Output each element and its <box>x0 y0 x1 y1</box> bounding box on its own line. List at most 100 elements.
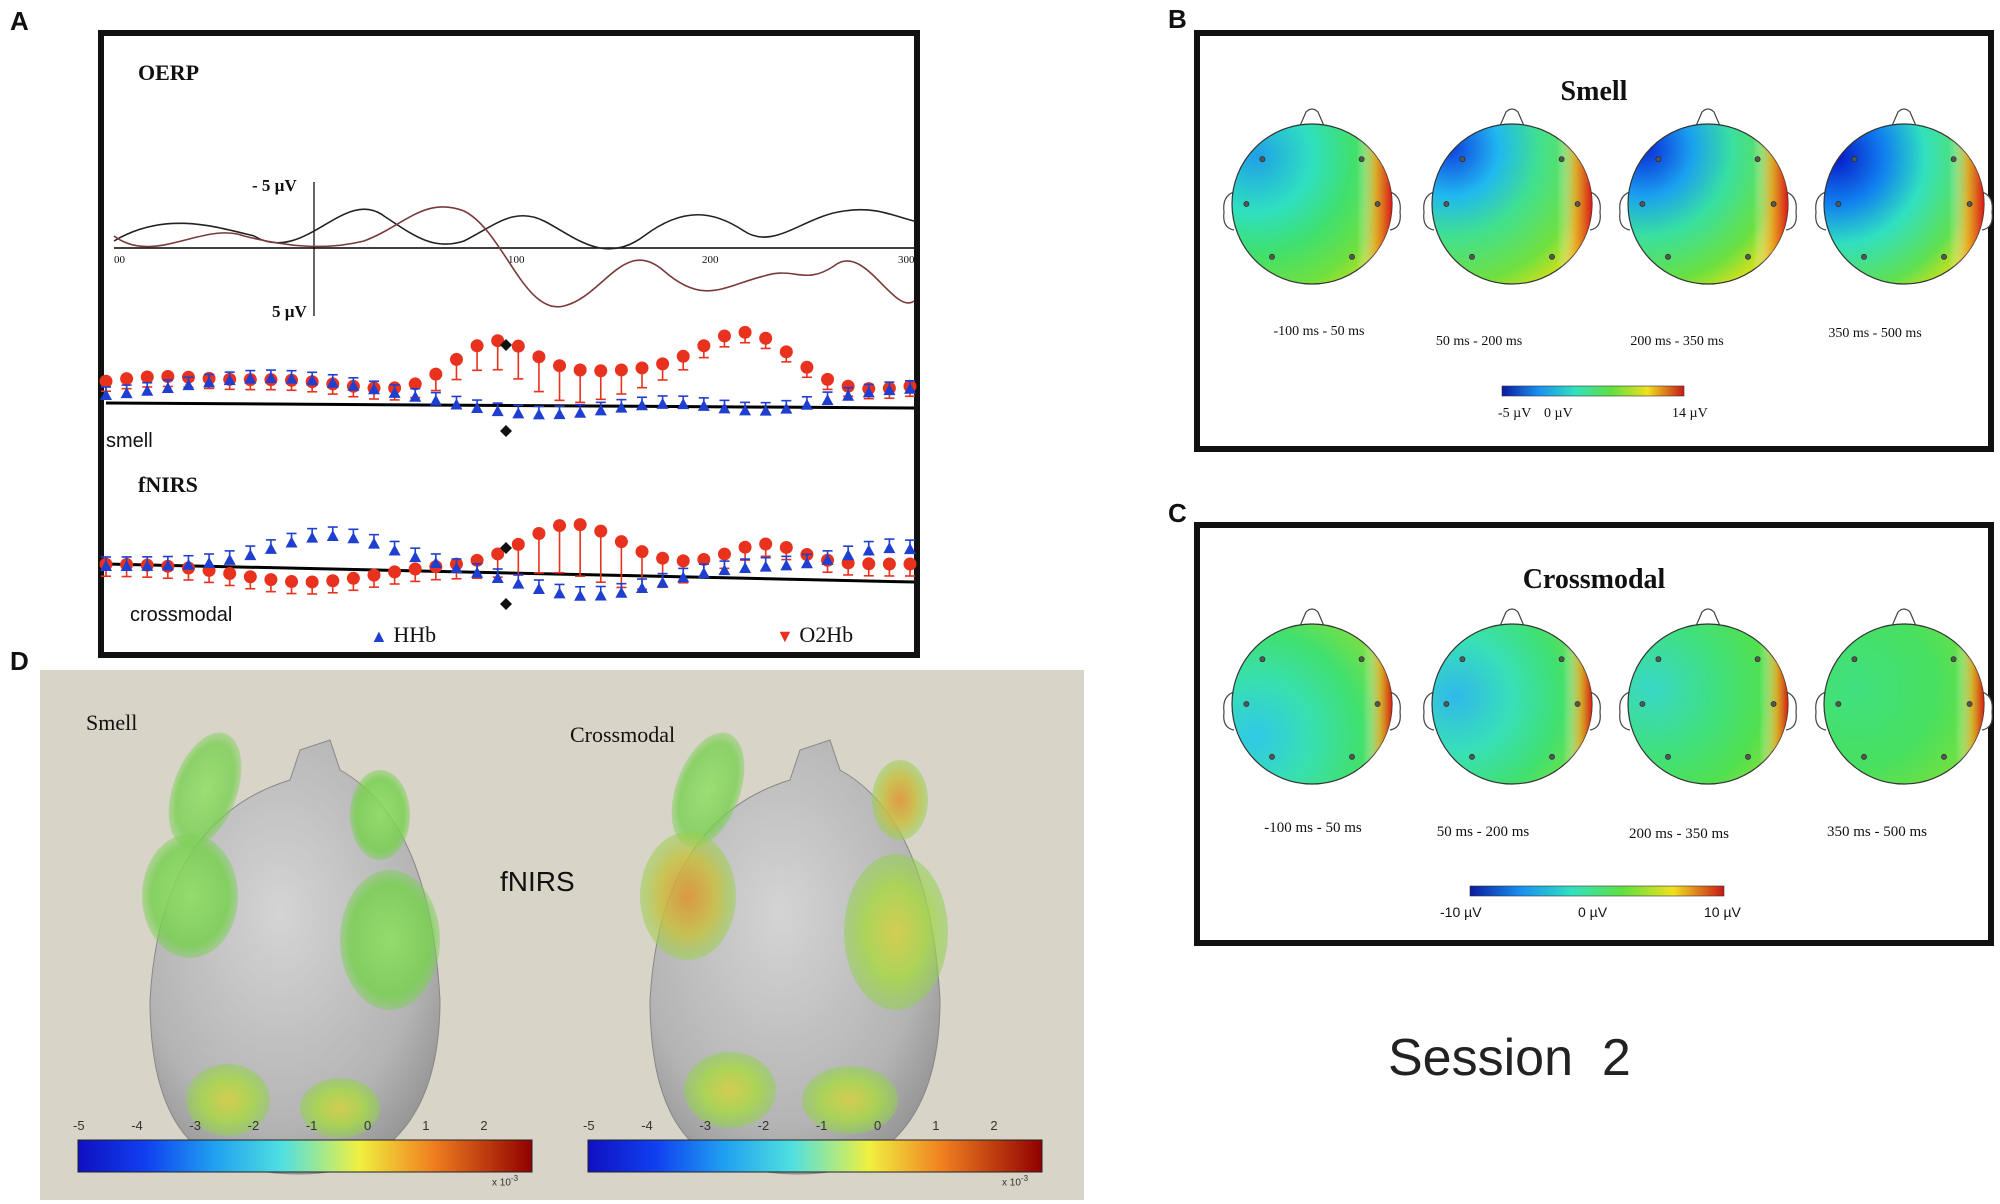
smell-hhb-marker <box>306 374 319 386</box>
panel-d-scale-tick: -3 <box>189 1118 201 1133</box>
panel-b-time-window: -100 ms - 50 ms <box>1273 324 1365 339</box>
crossmodal-o2hb-marker <box>388 565 402 579</box>
crossmodal-hhb-marker <box>285 536 298 548</box>
crossmodal-o2hb-marker <box>738 540 752 554</box>
smell-nose <box>1299 108 1325 127</box>
panel-d-brains <box>77 732 1043 1175</box>
oerp-trace-smell <box>113 208 915 250</box>
crossmodal-hhb-marker <box>594 589 607 601</box>
crossmodal-electrode <box>1269 753 1275 760</box>
panel-d-scale-tick: 2 <box>480 1118 488 1133</box>
panel-b-time-window: 200 ms - 350 ms <box>1630 334 1724 349</box>
crossmodal-ear <box>1815 691 1827 731</box>
panel-c-title: Crossmodal <box>1522 564 1666 595</box>
smell-ear <box>1389 191 1401 231</box>
crossmodal-hhb-marker <box>883 542 896 554</box>
crossmodal-electrode <box>1851 656 1858 663</box>
panel-d-scale-tick: -5 <box>73 1118 85 1133</box>
smell-activation-blob <box>186 1064 270 1136</box>
panel-d-label-smell: Smell <box>86 710 138 735</box>
crossmodal-o2hb-marker <box>882 557 896 571</box>
panel-b-color-scale <box>1501 385 1685 397</box>
panel-d-scale-multiplier-left: x 10-3 <box>492 1174 518 1188</box>
smell-o2hb-marker <box>717 329 731 343</box>
smell-topomap <box>1815 108 1993 285</box>
crossmodal-hhb-marker <box>574 589 587 601</box>
crossmodal-hhb-marker <box>368 537 380 549</box>
smell-hhb-marker <box>326 376 339 388</box>
panel-d-scale-tick: -1 <box>305 1118 318 1133</box>
panel-d-scale-tick: -3 <box>699 1118 711 1133</box>
crossmodal-hhb-marker <box>100 559 112 571</box>
smell-hhb-marker <box>285 372 298 384</box>
crossmodal-ear <box>1423 691 1435 731</box>
crossmodal-hhb-marker <box>306 531 319 543</box>
brain-smell <box>142 732 441 1175</box>
crossmodal-o2hb-marker <box>305 575 319 589</box>
smell-o2hb-marker <box>821 372 835 386</box>
crossmodal-o2hb-marker <box>779 540 793 554</box>
smell-electrode <box>1941 253 1947 260</box>
crossmodal-o2hb-marker <box>717 547 731 561</box>
smell-electrode <box>1770 201 1777 207</box>
multiplier-text: x 10 <box>1002 1177 1021 1189</box>
smell-hhb-marker <box>347 379 360 391</box>
smell-ear <box>1589 191 1601 231</box>
smell-o2hb-marker <box>99 374 113 388</box>
panel-c-scale-mid: 0 µV <box>1578 904 1608 920</box>
oerp-title: OERP <box>138 60 200 85</box>
panel-d-scale-tick: -4 <box>641 1118 653 1133</box>
crossmodal-o2hb-marker <box>367 568 381 582</box>
crossmodal-scalp-edge <box>1628 624 1788 784</box>
crossmodal-hhb-marker <box>780 559 793 571</box>
smell-o2hb-marker <box>470 339 484 353</box>
smell-electrode <box>1558 156 1565 163</box>
smell-topomap <box>1423 108 1601 285</box>
smell-hhb-marker <box>264 372 277 384</box>
smell-o2hb-marker <box>697 339 711 353</box>
crossmodal-activation-blob <box>684 1052 776 1128</box>
smell-electrode <box>1754 156 1761 163</box>
legend-hhb: ▲ HHb <box>370 622 436 648</box>
smell-o2hb-marker <box>779 345 793 359</box>
smell-nose <box>1499 108 1525 127</box>
smell-electrode <box>1835 201 1842 207</box>
crossmodal-electrode <box>1655 656 1662 663</box>
smell-ear <box>1423 191 1435 231</box>
smell-ear <box>1981 191 1993 231</box>
crossmodal-o2hb-marker <box>264 573 278 587</box>
crossmodal-topomap <box>1223 608 1401 785</box>
smell-activation-blob <box>340 870 440 1010</box>
smell-hhb-marker <box>120 387 133 399</box>
smell-hhb-marker <box>409 390 422 402</box>
crossmodal-electrode <box>1558 656 1565 663</box>
crossmodal-activation-blob <box>802 1066 898 1134</box>
o2hb-marker-icon: ▼ <box>776 626 794 646</box>
crossmodal-hhb-marker <box>347 532 360 544</box>
crossmodal-topomap <box>1619 608 1797 785</box>
crossmodal-hhb-marker <box>161 559 174 571</box>
crossmodal-o2hb-marker <box>903 557 917 571</box>
crossmodal-hhb-marker <box>636 582 648 594</box>
smell-ear <box>1785 191 1797 231</box>
panel-d-scale-tick: 0 <box>874 1118 882 1133</box>
fnirs-series <box>99 325 917 601</box>
crossmodal-hhb-marker <box>429 556 442 568</box>
smell-hhb-marker <box>739 404 752 416</box>
smell-o2hb-marker <box>120 372 134 386</box>
multiplier-exponent: -3 <box>1020 1174 1029 1183</box>
smell-hhb-marker <box>677 398 690 410</box>
smell-hhb-marker <box>636 399 648 411</box>
smell-electrode <box>1459 156 1466 163</box>
panel-d-scale-tick: -4 <box>131 1118 143 1133</box>
panel-c-time-window: 50 ms - 200 ms <box>1436 824 1530 840</box>
smell-nose <box>1695 108 1721 127</box>
oerp-x-tick: 100 <box>508 254 525 266</box>
smell-scalp-edge <box>1432 124 1592 284</box>
smell-ear <box>1223 191 1235 231</box>
panel-c-letter: C <box>1168 498 1187 528</box>
crossmodal-o2hb-marker <box>532 527 546 541</box>
crossmodal-electrode <box>1459 656 1466 663</box>
crossmodal-hhb-marker <box>491 571 504 583</box>
multiplier-exponent: -3 <box>510 1174 519 1183</box>
